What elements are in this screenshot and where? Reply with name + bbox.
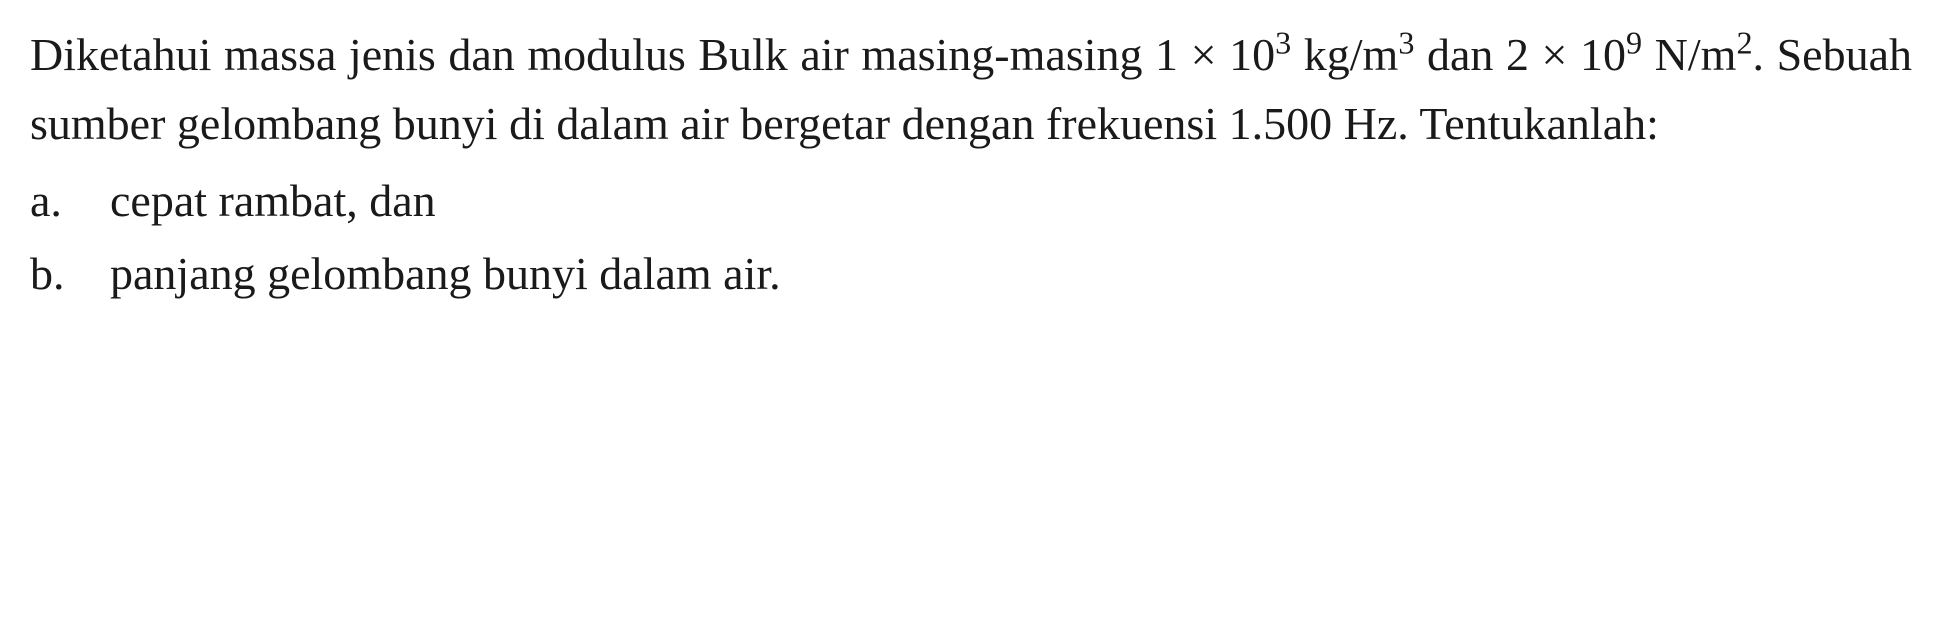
- list-text-b: panjang gelombang bunyi dalam air.: [110, 239, 1912, 308]
- list-marker-b: b.: [30, 239, 110, 308]
- list-text-a: cepat rambat, dan: [110, 166, 1912, 235]
- problem-paragraph: Diketahui massa jenis dan modulus Bulk a…: [30, 20, 1912, 158]
- problem-text: Diketahui massa jenis dan modulus Bulk a…: [30, 20, 1912, 308]
- list-item-a: a. cepat rambat, dan: [30, 166, 1912, 235]
- list-marker-a: a.: [30, 166, 110, 235]
- list-item-b: b. panjang gelombang bunyi dalam air.: [30, 239, 1912, 308]
